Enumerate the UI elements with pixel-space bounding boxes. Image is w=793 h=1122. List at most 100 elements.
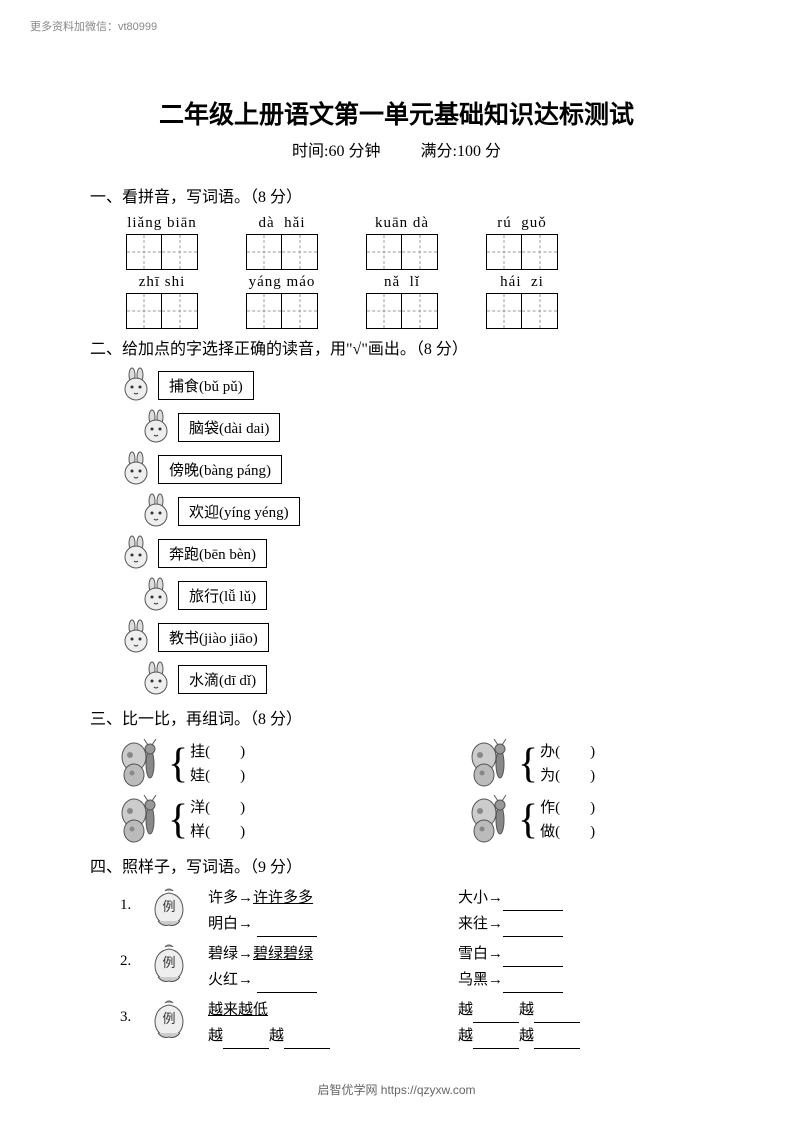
- char-box[interactable]: [126, 234, 162, 270]
- blank[interactable]: [257, 975, 317, 993]
- q3-item: { 洋( ) 样( ): [120, 793, 340, 847]
- q4-row: 1. 例 许多→许许多多 明白→ 大小→ 来往→: [90, 885, 703, 937]
- page-content: 二年级上册语文第一单元基础知识达标测试 时间:60 分钟 满分:100 分 一、…: [0, 0, 793, 1083]
- char-box[interactable]: [522, 234, 558, 270]
- q1-head: 一、看拼音，写词语。（8 分）: [90, 183, 703, 207]
- q4-num: 1.: [120, 885, 148, 914]
- q1-item: dà hǎi: [246, 215, 318, 270]
- q3-item: { 挂( ) 娃( ): [120, 737, 340, 791]
- q1-item: hái zi: [486, 274, 558, 329]
- brace-icon: {: [518, 741, 538, 787]
- q3-grid: { 挂( ) 娃( ) { 办( ) 为( ) { 洋( ) 样( ) { 作(…: [90, 737, 703, 847]
- blank[interactable]: [503, 919, 563, 937]
- char-box[interactable]: [366, 234, 402, 270]
- q2-choice[interactable]: 脑袋(dài dai): [178, 413, 280, 442]
- q2-choice[interactable]: 水滴(dī dǐ): [178, 665, 267, 694]
- q2-choice[interactable]: 捕食(bǔ pǔ): [158, 371, 254, 400]
- char-box[interactable]: [522, 293, 558, 329]
- brace-icon: {: [168, 741, 188, 787]
- q1-item: liǎng biān: [126, 215, 198, 270]
- rabbit-icon: [120, 367, 154, 403]
- rabbit-icon: [120, 619, 154, 655]
- q4-num: 2.: [120, 941, 148, 970]
- example-text: 碧绿碧绿: [253, 946, 313, 962]
- char-box[interactable]: [486, 293, 522, 329]
- q3-pair[interactable]: 洋( ) 样( ): [190, 796, 245, 844]
- blank[interactable]: [284, 1031, 330, 1049]
- pinyin: yáng máo: [249, 274, 316, 291]
- q2-item: 捕食(bǔ pǔ): [120, 367, 350, 403]
- rabbit-icon: [140, 493, 174, 529]
- blank[interactable]: [534, 1005, 580, 1023]
- rabbit-icon: [140, 577, 174, 613]
- blank[interactable]: [473, 1031, 519, 1049]
- char-box[interactable]: [486, 234, 522, 270]
- q4-row: 2. 例 碧绿→碧绿碧绿 火红→ 雪白→ 乌黑→: [90, 941, 703, 993]
- q3-item: { 作( ) 做( ): [470, 793, 690, 847]
- q2-choice[interactable]: 旅行(lǚ lǔ): [178, 581, 267, 610]
- q2-choice[interactable]: 欢迎(yíng yéng): [178, 497, 300, 526]
- rabbit-icon: [140, 661, 174, 697]
- q2-head: 二、给加点的字选择正确的读音，用"√"画出。（8 分）: [90, 335, 703, 359]
- q4-row: 3. 例 越来越低 越越 越越 越越: [90, 997, 703, 1049]
- example-text: 越来越低: [208, 1002, 268, 1018]
- q1-row2: zhī shi yáng máo nǎ lǐ hái zi: [90, 274, 703, 329]
- char-box[interactable]: [366, 293, 402, 329]
- q4-col1: 许多→许许多多 明白→: [208, 885, 458, 937]
- char-box[interactable]: [246, 234, 282, 270]
- q1-item: rú guǒ: [486, 215, 558, 270]
- q2-item: 脑袋(dài dai): [140, 409, 370, 445]
- pinyin: kuān dà: [375, 215, 429, 232]
- q1-item: yáng máo: [246, 274, 318, 329]
- q2-item: 欢迎(yíng yéng): [140, 493, 370, 529]
- char-box[interactable]: [126, 293, 162, 329]
- peach-icon: 例: [148, 997, 190, 1041]
- q2-choice[interactable]: 傍晚(bàng páng): [158, 455, 282, 484]
- q2-item: 傍晚(bàng páng): [120, 451, 350, 487]
- q3-head: 三、比一比，再组词。（8 分）: [90, 705, 703, 729]
- char-box[interactable]: [162, 293, 198, 329]
- blank[interactable]: [534, 1031, 580, 1049]
- blank[interactable]: [473, 1005, 519, 1023]
- char-box[interactable]: [282, 293, 318, 329]
- q2-choice[interactable]: 教书(jiào jiāo): [158, 623, 269, 652]
- q1-item: zhī shi: [126, 274, 198, 329]
- footer: 启智优学网 https://qzyxw.com: [0, 1081, 793, 1098]
- char-box[interactable]: [246, 293, 282, 329]
- q4-num: 3.: [120, 997, 148, 1026]
- q3-pair[interactable]: 挂( ) 娃( ): [190, 740, 245, 788]
- char-box[interactable]: [402, 293, 438, 329]
- butterfly-icon: [120, 793, 166, 847]
- q3-pair[interactable]: 办( ) 为( ): [540, 740, 595, 788]
- svg-text:例: 例: [162, 899, 175, 914]
- peach-icon: 例: [148, 941, 190, 985]
- blank[interactable]: [503, 975, 563, 993]
- brace-icon: {: [518, 797, 538, 843]
- blank[interactable]: [223, 1031, 269, 1049]
- pinyin: zhī shi: [139, 274, 186, 291]
- char-box[interactable]: [162, 234, 198, 270]
- char-box[interactable]: [402, 234, 438, 270]
- q2-item: 教书(jiào jiāo): [120, 619, 350, 655]
- q4-col1: 越来越低 越越: [208, 997, 458, 1049]
- watermark: 更多资料加微信：vt80999: [30, 18, 157, 34]
- pinyin: liǎng biān: [127, 215, 197, 232]
- page-title: 二年级上册语文第一单元基础知识达标测试: [90, 95, 703, 131]
- pinyin: dà hǎi: [259, 215, 306, 232]
- rabbit-icon: [120, 535, 154, 571]
- butterfly-icon: [120, 737, 166, 791]
- q1-item: nǎ lǐ: [366, 274, 438, 329]
- q2-choice[interactable]: 奔跑(bēn bèn): [158, 539, 267, 568]
- q1-item: kuān dà: [366, 215, 438, 270]
- subtitle: 时间:60 分钟 满分:100 分: [90, 137, 703, 161]
- q4-col2: 雪白→ 乌黑→: [458, 941, 563, 993]
- blank[interactable]: [257, 919, 317, 937]
- svg-text:例: 例: [162, 1011, 175, 1026]
- char-box[interactable]: [282, 234, 318, 270]
- q2-grid: 捕食(bǔ pǔ) 脑袋(dài dai) 傍晚(bàng páng) 欢迎(y…: [90, 367, 703, 699]
- q3-pair[interactable]: 作( ) 做( ): [540, 796, 595, 844]
- blank[interactable]: [503, 893, 563, 911]
- rabbit-icon: [140, 409, 174, 445]
- pinyin: hái zi: [500, 274, 544, 291]
- blank[interactable]: [503, 949, 563, 967]
